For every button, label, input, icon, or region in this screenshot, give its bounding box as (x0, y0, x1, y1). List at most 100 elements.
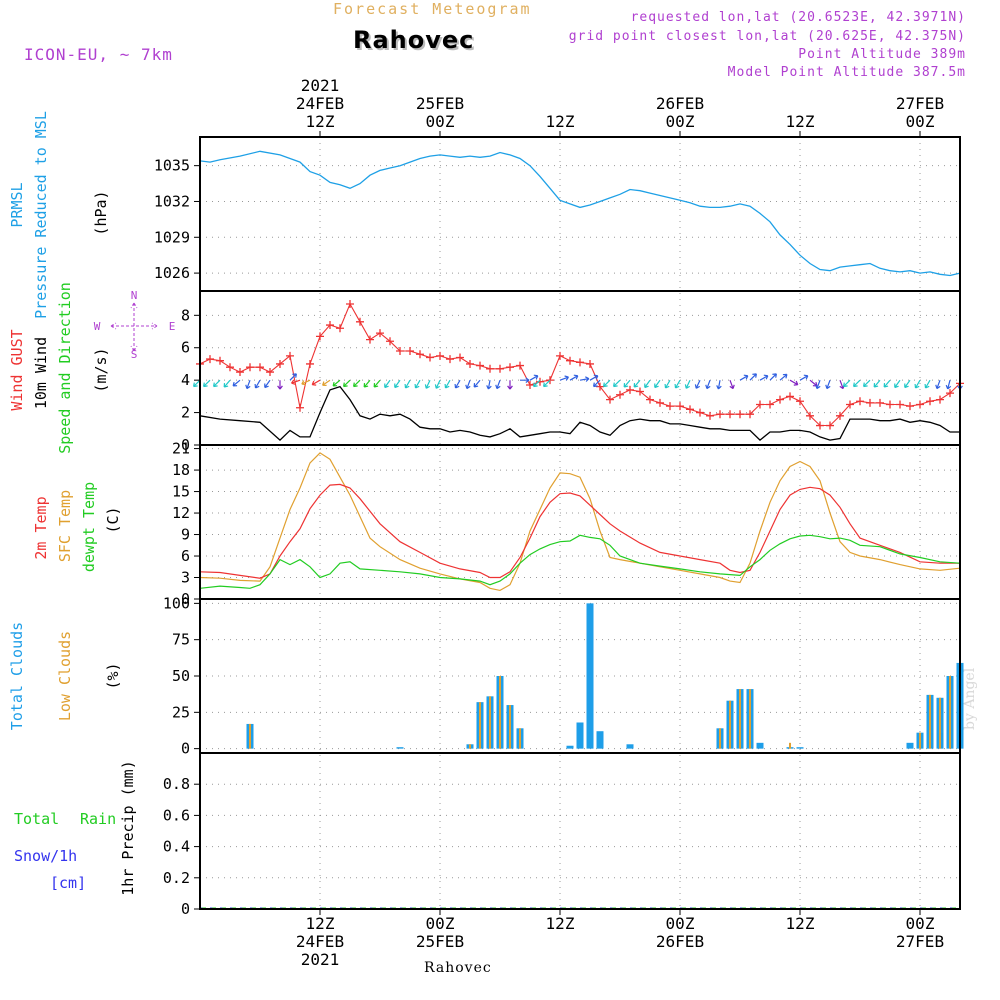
y-tick-label: 2 (181, 404, 190, 422)
wind-direction-arrow (203, 379, 211, 388)
y-tick-label: 1029 (154, 228, 190, 246)
time-label-top: 12Z (306, 112, 335, 131)
wind-direction-arrow (404, 379, 411, 389)
wind-direction-arrow (507, 380, 513, 390)
gust-point (206, 355, 214, 364)
time-label-top: 26FEB (656, 94, 704, 113)
wind-direction-arrow (924, 379, 931, 389)
wind-direction-arrow (495, 379, 501, 390)
wind-direction-arrow (935, 379, 941, 390)
wind-direction-arrow (694, 379, 701, 389)
plot-frame (199, 136, 961, 910)
gust-point (806, 411, 814, 420)
total-cloud-bar (756, 742, 764, 749)
gust-point (536, 377, 544, 386)
requested-coordinates: requested lon,lat (20.6523E, 42.3971N) (630, 10, 966, 25)
wind-direction-arrow (559, 375, 569, 381)
wind-direction-arrow (434, 379, 441, 389)
y-tick-label: 0.4 (163, 838, 190, 856)
wind-direction-arrow (613, 379, 621, 388)
panel-label: 2m Temp (32, 496, 50, 559)
precip-total-label: Total (14, 810, 59, 828)
wind-direction-arrow (873, 379, 881, 388)
gust-point (836, 411, 844, 420)
wind-direction-arrow (863, 379, 871, 388)
wind-direction-arrow (277, 380, 283, 390)
y-tick-label: 0.6 (163, 806, 190, 824)
gust-point (746, 410, 754, 419)
wind-direction-arrow (353, 379, 361, 388)
gust-point (716, 410, 724, 419)
low-cloud-bar (249, 723, 251, 749)
panel-label: Low Clouds (56, 631, 74, 721)
panel-label: Speed and Direction (56, 282, 74, 454)
low-cloud-bar (729, 700, 731, 749)
wind-direction-arrow (815, 379, 821, 390)
time-label-bottom: 12Z (546, 914, 575, 933)
gust-point (436, 351, 444, 360)
gust-point (926, 397, 934, 406)
wind-direction-arrow (301, 379, 311, 386)
gust-point (516, 361, 524, 370)
time-label-top: 00Z (666, 112, 695, 131)
wind-direction-arrow (883, 379, 891, 388)
wind-direction-arrow (373, 379, 381, 388)
low-cloud-bar (509, 705, 511, 749)
wind-direction-arrow (684, 379, 691, 389)
low-cloud-bar (489, 696, 491, 749)
compass-west: W (94, 320, 101, 333)
wind-direction-arrow (384, 379, 391, 389)
wind-direction-arrow (193, 379, 201, 388)
y-tick-label: 0 (181, 740, 190, 758)
gust-point (916, 400, 924, 409)
gust-point (416, 350, 424, 359)
low-cloud-bar (789, 742, 791, 749)
time-label-bottom: 26FEB (656, 932, 704, 951)
gust-point (686, 405, 694, 414)
wind-direction-arrow (779, 373, 788, 381)
gust-point (426, 353, 434, 362)
wind-direction-arrow (343, 379, 351, 388)
precip-snow-label: Snow/1h (14, 847, 77, 865)
gust-point (636, 387, 644, 396)
wind-direction-arrow (894, 379, 901, 389)
y-tick-label: 25 (172, 703, 190, 721)
wind-direction-arrow (759, 374, 769, 381)
wind-direction-arrow (945, 380, 952, 390)
gust-point (616, 390, 624, 399)
gust-point (646, 395, 654, 404)
gust-point (316, 332, 324, 341)
gust-point (336, 324, 344, 333)
y-tick-label: 0 (181, 900, 190, 918)
time-label-bottom: 27FEB (896, 932, 944, 951)
compass-south: S (131, 348, 138, 361)
gust-point (906, 402, 914, 411)
wind-direction-arrow (254, 379, 261, 389)
gust-point (236, 368, 244, 377)
y-tick-label: 6 (181, 547, 190, 565)
grid-point-coordinates: grid point closest lon,lat (20.625E, 42.… (568, 29, 966, 44)
total-cloud-bar (396, 747, 404, 749)
point-altitude: Point Altitude 389m (798, 47, 966, 62)
panel-label: (C) (104, 506, 122, 533)
low-cloud-bar (479, 702, 481, 749)
wind-direction-arrow (291, 379, 301, 385)
gust-point (776, 395, 784, 404)
wind-direction-arrow (589, 374, 599, 381)
wind-direction-arrow (904, 379, 911, 389)
gust-point (546, 376, 554, 385)
time-label-bottom: 00Z (666, 914, 695, 933)
t2m-line (199, 483, 960, 579)
panel-label: (m/s) (92, 347, 110, 392)
grid-layer (200, 137, 960, 910)
gust-point (936, 395, 944, 404)
wind-direction-arrow (749, 373, 757, 381)
gust-point (606, 395, 614, 404)
panel-label: Wind GUST (8, 329, 26, 410)
sfc-temp-line (199, 452, 961, 592)
y-tick-label: 1032 (154, 192, 190, 210)
wind-direction-arrow (825, 379, 831, 390)
total-cloud-bar (796, 747, 804, 749)
wind-direction-arrow (654, 379, 661, 389)
